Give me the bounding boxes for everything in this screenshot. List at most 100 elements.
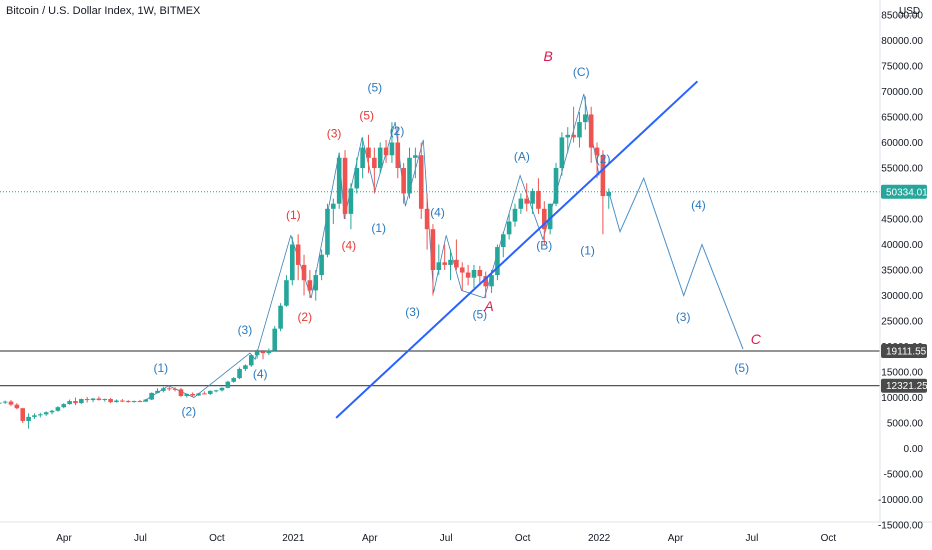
candle-body	[372, 157, 377, 168]
abc-label[interactable]: A	[483, 298, 493, 314]
wave-label[interactable]: (3)	[327, 126, 342, 140]
candle	[418, 142, 424, 219]
candle	[301, 254, 307, 296]
wave-label[interactable]: (2)	[182, 404, 197, 418]
candle	[354, 157, 360, 194]
wave-label[interactable]: (4)	[691, 198, 706, 212]
candle-body	[90, 398, 96, 401]
wave-label[interactable]: (4)	[253, 367, 268, 381]
candle	[55, 406, 61, 412]
candle-body	[14, 404, 20, 409]
wave-label[interactable]: (2)	[390, 124, 405, 138]
candle-body	[536, 190, 541, 209]
abc-label[interactable]: C	[751, 331, 762, 347]
wave-label[interactable]: (4)	[342, 239, 357, 253]
wave-label[interactable]: (1)	[371, 221, 386, 235]
candle-body	[248, 355, 254, 366]
candle-body	[307, 280, 313, 291]
candle-body	[465, 272, 471, 278]
candle-body	[606, 191, 612, 197]
wave-label[interactable]: (3)	[405, 305, 420, 319]
candle-body	[588, 114, 594, 148]
wave-label[interactable]: (5)	[734, 361, 749, 375]
candle-body	[331, 203, 336, 209]
time-tick-label: Jul	[746, 533, 759, 544]
wave-label[interactable]: (5)	[472, 307, 487, 321]
wave-label[interactable]: (1)	[153, 361, 168, 375]
candle-body	[360, 147, 365, 168]
candle-body	[366, 147, 371, 158]
candle-body	[313, 275, 319, 291]
plot-area[interactable]: (1) (2) (3) (4) (1) (2) (3) (4) (5) (5) (2) (1) (3) (…	[0, 48, 880, 429]
wave-label[interactable]: (A)	[514, 149, 530, 163]
candle-body	[583, 114, 588, 123]
candle	[600, 150, 606, 235]
candle	[67, 399, 72, 405]
candle-body	[20, 408, 26, 421]
candle	[530, 188, 535, 214]
candle-body	[260, 351, 266, 354]
candle-body	[489, 275, 494, 287]
candle	[295, 234, 301, 281]
wave-label[interactable]: (1)	[580, 244, 595, 258]
wave-label[interactable]: (3)	[238, 323, 253, 337]
time-tick-label: Oct	[821, 533, 837, 544]
candle-body	[290, 244, 295, 281]
candle-body	[49, 410, 55, 413]
wave-label[interactable]: (4)	[430, 205, 445, 219]
wave-label[interactable]: (1)	[286, 208, 301, 222]
candle	[219, 387, 225, 392]
wave-label[interactable]: (B)	[536, 239, 552, 253]
wave-label[interactable]: (5)	[368, 81, 383, 95]
time-tick-label: Oct	[515, 533, 531, 544]
candle	[536, 178, 541, 214]
candle	[372, 147, 377, 194]
candle-body	[407, 157, 412, 194]
currency-label[interactable]: USD	[899, 6, 920, 17]
time-axis[interactable]: Apr Jul Oct 2021 Apr Jul Oct 2022 Apr Jul Oct	[56, 533, 836, 544]
candle-body	[512, 208, 518, 222]
candle-body	[67, 401, 72, 405]
chart-title: Bitcoin / U.S. Dollar Index, 1W, BITMEX	[6, 5, 201, 17]
candle-body	[295, 244, 301, 265]
price-tick-label: 30000.00	[881, 291, 923, 302]
candle-body	[190, 393, 195, 396]
candle-body	[278, 305, 283, 329]
candle	[319, 249, 324, 281]
price-tick-label: 70000.00	[881, 87, 923, 98]
candle	[190, 392, 195, 397]
candle-body	[219, 387, 225, 391]
candle-body	[26, 416, 31, 421]
candle-body	[348, 188, 354, 214]
candle-body	[571, 134, 576, 138]
candle-body	[8, 401, 14, 405]
candle-body	[108, 399, 113, 403]
projection-path[interactable]	[608, 176, 744, 350]
candle	[225, 380, 231, 389]
trendline[interactable]	[335, 80, 699, 419]
wave-label[interactable]: (C)	[573, 65, 590, 79]
time-tick-label: 2021	[282, 533, 305, 544]
candle	[424, 193, 430, 250]
wave-label[interactable]: (5)	[359, 109, 374, 123]
time-tick-label: Oct	[209, 533, 225, 544]
candle-body	[413, 155, 418, 158]
candle	[459, 262, 465, 291]
candle	[155, 388, 160, 394]
abc-label[interactable]: B	[543, 48, 552, 64]
candle-body	[336, 157, 342, 204]
wave-label[interactable]: (2)	[596, 152, 611, 166]
candle	[483, 271, 488, 299]
candle-body	[231, 378, 236, 382]
candle	[73, 397, 78, 406]
candle	[348, 183, 354, 230]
wave-label[interactable]: (3)	[676, 310, 691, 324]
candle	[26, 413, 31, 429]
candle-body	[436, 262, 442, 270]
candle	[172, 387, 178, 392]
wave-label[interactable]: (2)	[297, 310, 312, 324]
candle	[518, 193, 524, 214]
candle-body	[354, 168, 360, 189]
